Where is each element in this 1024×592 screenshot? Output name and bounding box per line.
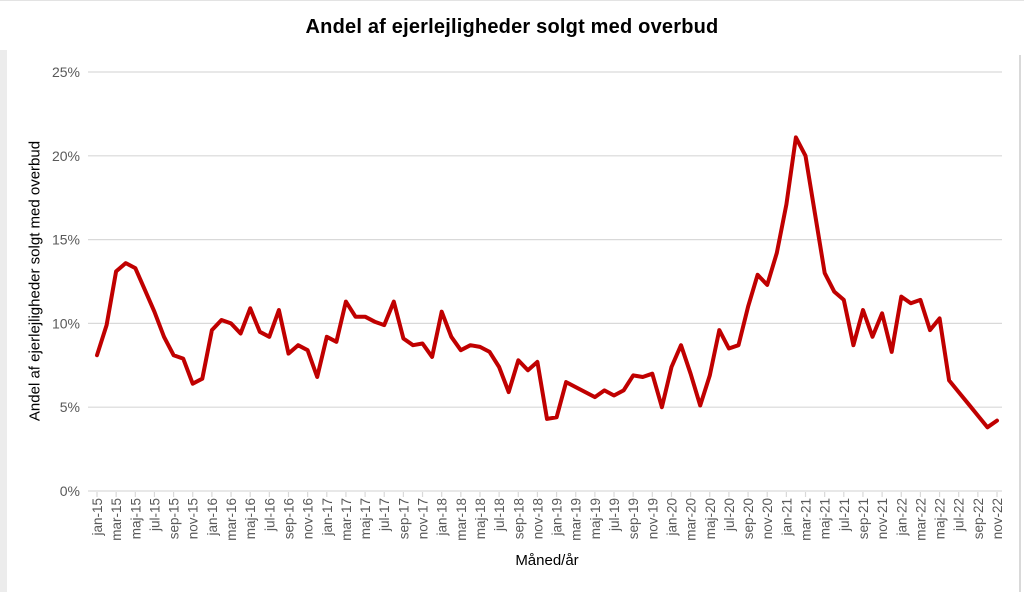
- y-tick-label: 25%: [52, 64, 80, 80]
- x-tick-label: jan-15: [90, 498, 105, 537]
- x-tick-label: maj-21: [818, 498, 833, 539]
- window-left-edge: [0, 50, 7, 592]
- x-tick-label: jan-22: [894, 498, 909, 537]
- x-tick-label: nov-20: [760, 498, 775, 539]
- y-tick-label: 0%: [60, 483, 80, 499]
- y-tick-label: 5%: [60, 399, 80, 415]
- x-tick-label: maj-18: [473, 498, 488, 539]
- x-tick-label: sep-19: [626, 498, 641, 539]
- x-tick-label: jul-15: [147, 498, 162, 532]
- x-tick-label: mar-18: [454, 498, 469, 541]
- x-tick-label: jan-18: [435, 498, 450, 537]
- x-tick-label: nov-17: [416, 498, 431, 539]
- series-line: [95, 135, 999, 430]
- x-tick-label: mar-20: [684, 498, 699, 541]
- x-tick-label: nov-22: [990, 498, 1005, 539]
- x-tick-label: jul-19: [607, 498, 622, 532]
- y-tick-label: 10%: [52, 315, 80, 331]
- x-tick-label: nov-15: [186, 498, 201, 539]
- x-tick-label: maj-22: [933, 498, 948, 539]
- x-tick-label: nov-19: [645, 498, 660, 539]
- x-tick-label: maj-16: [243, 498, 258, 539]
- x-tick-label: jul-20: [722, 498, 737, 532]
- x-tick-label: jul-17: [377, 498, 392, 532]
- x-tick-label: maj-19: [588, 498, 603, 539]
- x-tick-label: sep-17: [396, 498, 411, 539]
- x-tick-label: mar-21: [799, 498, 814, 541]
- x-tick-label: nov-16: [301, 498, 316, 539]
- x-tick-label: mar-15: [109, 498, 124, 541]
- x-tick-label: jan-19: [550, 498, 565, 537]
- x-tick-label: jan-21: [779, 498, 794, 537]
- x-tick-label: nov-21: [875, 498, 890, 539]
- x-tick-label: jan-16: [205, 498, 220, 537]
- chart-title: Andel af ejerlejligheder solgt med overb…: [305, 16, 719, 38]
- x-tick-label: sep-20: [741, 498, 756, 539]
- x-tick-label: jan-17: [320, 498, 335, 537]
- x-tick-label: nov-18: [530, 498, 545, 539]
- x-tick-label: jul-22: [952, 498, 967, 532]
- y-tick-label: 15%: [52, 232, 80, 248]
- x-tick-label: jan-20: [664, 498, 679, 537]
- window-top-edge: [0, 0, 1024, 1]
- x-tick-label: maj-20: [703, 498, 718, 539]
- x-tick-label: mar-17: [339, 498, 354, 541]
- x-tick-label: sep-21: [856, 498, 871, 539]
- window-right-edge: [1019, 55, 1021, 592]
- x-tick-label: jul-16: [262, 498, 277, 532]
- x-tick-label: jul-21: [837, 498, 852, 532]
- x-tick-label: sep-16: [281, 498, 296, 539]
- y-tick-label: 20%: [52, 148, 80, 164]
- x-tick-label: maj-17: [358, 498, 373, 539]
- x-tick-label: sep-22: [971, 498, 986, 539]
- x-tick-label: maj-15: [128, 498, 143, 539]
- x-axis-title: Måned/år: [515, 552, 579, 569]
- x-tick-label: mar-22: [913, 498, 928, 541]
- x-tick-label: jul-18: [492, 498, 507, 532]
- x-tick-label: mar-16: [224, 498, 239, 541]
- x-tick-label: sep-18: [511, 498, 526, 539]
- x-tick-label: mar-19: [569, 498, 584, 541]
- x-tick-label: sep-15: [167, 498, 182, 539]
